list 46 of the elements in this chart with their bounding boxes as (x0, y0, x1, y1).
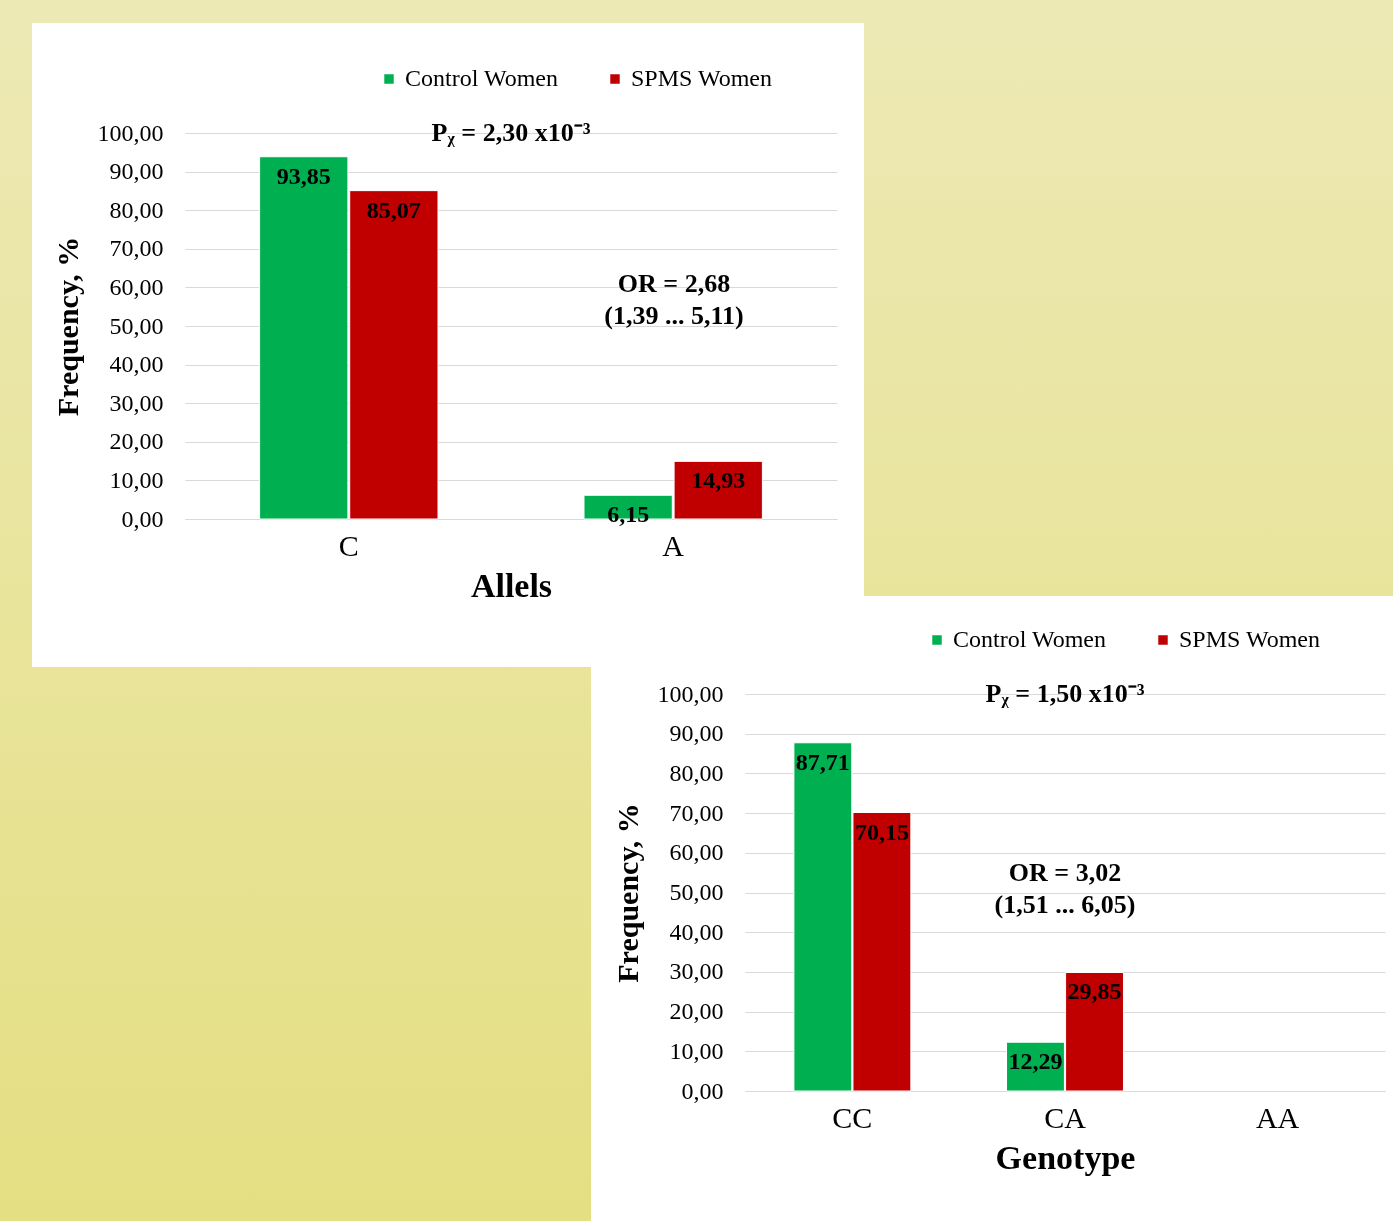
x-tick-label: CC (832, 1100, 873, 1134)
data-label: 93,85 (276, 162, 331, 189)
data-label: 70,15 (854, 818, 909, 845)
y-tick-label: 10,00 (109, 466, 164, 493)
annotation: Pᵪ = 2,30 x10⁻³ (431, 118, 591, 147)
data-label: 87,71 (795, 748, 850, 775)
x-axis-title: Allels (470, 566, 553, 604)
data-label: 12,29 (1008, 1048, 1063, 1075)
y-tick-label: 60,00 (669, 839, 724, 866)
y-tick-label: 40,00 (669, 918, 724, 945)
y-tick-label: 90,00 (669, 720, 724, 747)
y-tick-label: 20,00 (669, 998, 724, 1025)
y-tick-label: 0,00 (681, 1077, 724, 1104)
legend-label: SPMS Women (631, 65, 772, 91)
x-tick-label: CA (1044, 1100, 1087, 1134)
x-tick-label: C (338, 528, 359, 562)
y-tick-label: 20,00 (109, 428, 164, 455)
data-label: 14,93 (691, 467, 746, 494)
data-label: 85,07 (366, 196, 421, 223)
y-tick-label: 0,00 (121, 505, 164, 532)
y-tick-label: 30,00 (669, 958, 724, 985)
y-tick-label: 70,00 (669, 799, 724, 826)
legend-label: Control Women (953, 626, 1106, 652)
y-tick-label: 90,00 (109, 158, 164, 185)
data-label: 29,85 (1067, 978, 1122, 1005)
legend-label: SPMS Women (1179, 626, 1320, 652)
y-tick-label: 70,00 (109, 235, 164, 262)
y-tick-label: 60,00 (109, 273, 164, 300)
annotation: OR = 3,02 (1,51 ... 6,05) (994, 857, 1136, 919)
x-tick-label: A (662, 528, 685, 562)
annotation: OR = 2,68 (1,39 ... 5,11) (604, 268, 744, 330)
y-tick-label: 10,00 (669, 1037, 724, 1064)
y-tick-label: 40,00 (109, 351, 164, 378)
y-tick-label: 80,00 (669, 759, 724, 786)
x-axis-title: Genotype (995, 1138, 1136, 1176)
y-tick-label: 100,00 (97, 119, 164, 146)
x-tick-label: AA (1255, 1100, 1300, 1134)
y-axis-title: Frequency, % (610, 803, 644, 983)
y-axis-title: Frequency, % (50, 236, 84, 417)
legend-label: Control Women (405, 65, 558, 91)
annotation: Pᵪ = 1,50 x10⁻³ (985, 679, 1145, 708)
y-tick-label: 30,00 (109, 389, 164, 416)
y-tick-label: 50,00 (109, 312, 164, 339)
y-tick-label: 80,00 (109, 196, 164, 223)
y-tick-label: 100,00 (657, 680, 724, 707)
y-tick-label: 50,00 (669, 879, 724, 905)
